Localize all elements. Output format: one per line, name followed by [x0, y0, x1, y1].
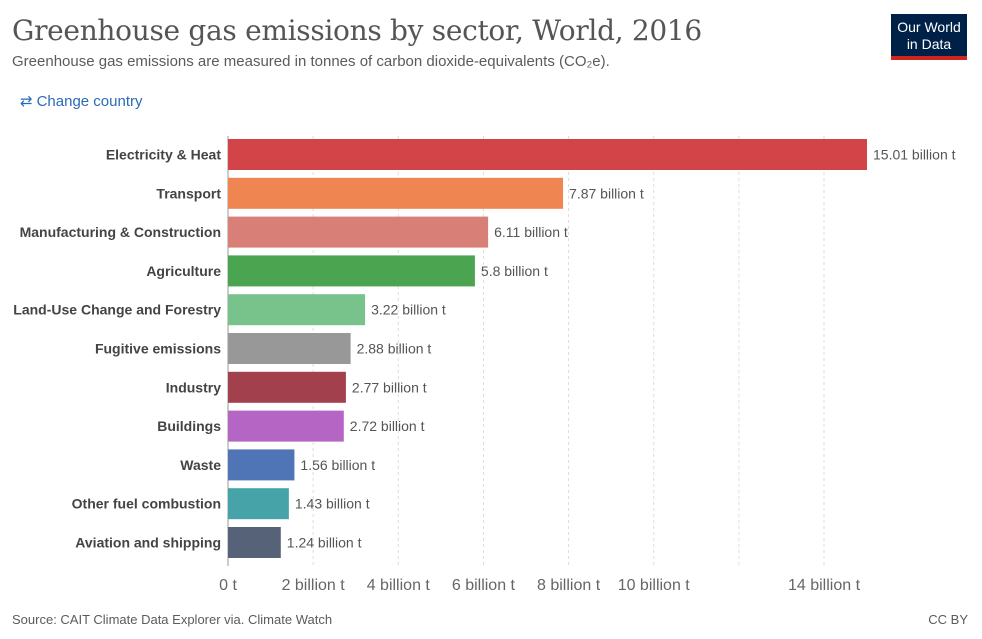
value-label: 2.88 billion t	[357, 341, 432, 357]
change-country-button[interactable]: ⇄ Change country	[20, 93, 142, 110]
x-tick-label: 14 billion t	[788, 577, 861, 594]
bar[interactable]	[228, 216, 489, 248]
category-label: Other fuel combustion	[72, 496, 221, 512]
value-label: 1.56 billion t	[300, 457, 375, 473]
x-tick-label: 2 billion t	[282, 577, 346, 594]
bar[interactable]	[228, 527, 281, 558]
bar[interactable]	[228, 371, 346, 403]
value-label: 6.11 billion t	[494, 224, 568, 240]
bar[interactable]	[228, 139, 867, 170]
bar[interactable]	[228, 333, 351, 364]
category-label: Transport	[156, 185, 221, 201]
x-tick-label: 4 billion t	[367, 577, 431, 594]
bar[interactable]	[228, 449, 295, 481]
source-note: Source: CAIT Climate Data Explorer via. …	[12, 612, 333, 627]
bar[interactable]	[228, 294, 366, 326]
swap-arrows-icon: ⇄	[20, 93, 33, 110]
chart-subtitle: Greenhouse gas emissions are measured in…	[12, 53, 610, 70]
bar[interactable]	[228, 410, 344, 442]
category-label: Agriculture	[146, 263, 221, 279]
owid-logo[interactable]: Our World in Data	[891, 14, 967, 60]
value-label: 2.77 billion t	[352, 379, 427, 395]
bar[interactable]	[228, 488, 289, 520]
value-label: 3.22 billion t	[371, 302, 446, 318]
category-label: Manufacturing & Construction	[20, 224, 221, 240]
x-tick-label: 8 billion t	[537, 577, 601, 594]
value-label: 2.72 billion t	[350, 418, 425, 434]
bar[interactable]	[228, 177, 564, 209]
change-country-label: Change country	[36, 93, 143, 110]
logo-line-2: in Data	[906, 36, 952, 52]
x-tick-label: 0 t	[219, 577, 237, 594]
value-label: 1.24 billion t	[287, 535, 362, 551]
category-label: Waste	[180, 457, 221, 473]
category-label: Aviation and shipping	[75, 535, 221, 551]
chart-title: Greenhouse gas emissions by sector, Worl…	[12, 14, 702, 47]
category-label: Industry	[166, 379, 221, 395]
x-tick-label: 10 billion t	[618, 577, 691, 594]
bar[interactable]	[228, 255, 475, 287]
x-tick-label: 6 billion t	[452, 577, 516, 594]
category-label: Electricity & Heat	[106, 147, 221, 163]
value-label: 15.01 billion t	[873, 147, 956, 163]
logo-line-1: Our World	[897, 19, 961, 35]
category-label: Land-Use Change and Forestry	[13, 302, 221, 318]
value-label: 5.8 billion t	[481, 263, 548, 279]
license-link[interactable]: CC BY	[928, 612, 968, 627]
value-label: 1.43 billion t	[295, 496, 370, 512]
value-label: 7.87 billion t	[569, 185, 644, 201]
category-label: Fugitive emissions	[95, 341, 221, 357]
category-label: Buildings	[157, 418, 221, 434]
